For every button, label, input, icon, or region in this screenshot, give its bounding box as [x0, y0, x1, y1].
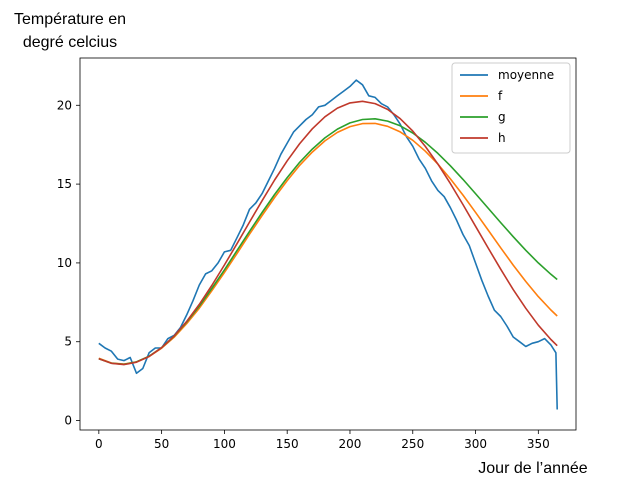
y-tick-label: 15	[57, 177, 72, 191]
y-axis-title-line2: degré celcius	[23, 34, 117, 51]
y-tick-label: 10	[57, 256, 72, 270]
legend: moyenne fgh	[451, 62, 571, 154]
y-tick-label: 20	[57, 98, 72, 112]
x-tick-label: 150	[276, 437, 299, 451]
y-tick-label: 0	[64, 414, 72, 428]
legend-box	[451, 62, 571, 154]
y-axis-title-line1: Température en	[14, 11, 126, 28]
x-axis-title: Jour de l’année	[478, 460, 588, 477]
legend-label-h: h	[498, 131, 506, 145]
series-line-g	[98, 118, 558, 366]
x-tick-label: 100	[213, 437, 236, 451]
legend-label-f: f	[498, 89, 503, 103]
x-tick-label: 350	[527, 437, 550, 451]
x-tick-label: 300	[464, 437, 487, 451]
x-tick-label: 0	[95, 437, 103, 451]
legend-label-moyenne: moyenne	[498, 68, 554, 82]
x-tick-label: 50	[154, 437, 169, 451]
y-tick-label: 5	[64, 335, 72, 349]
y-axis: 0 5 10 15 20	[57, 98, 80, 428]
x-tick-label: 200	[339, 437, 362, 451]
legend-label-g: g	[498, 110, 506, 124]
series-line-f	[98, 122, 558, 365]
x-tick-label: 250	[401, 437, 424, 451]
series-line-h	[98, 100, 558, 366]
plot-frame	[79, 57, 577, 431]
x-axis: 0 50 100 150 200 250 300 350	[95, 430, 550, 451]
plot-lines	[98, 79, 558, 410]
